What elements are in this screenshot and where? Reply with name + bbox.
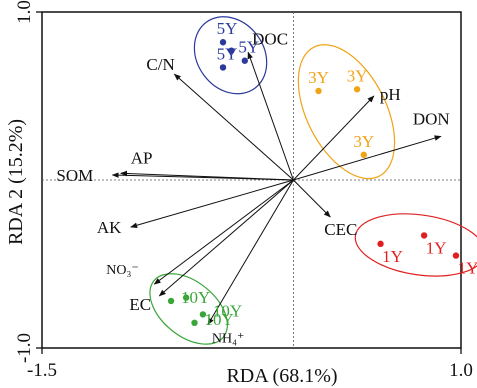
point-label-10y: 10Y (181, 288, 210, 307)
vector-no3 (153, 179, 294, 285)
point-10y (191, 319, 198, 326)
point-1y (377, 240, 384, 248)
point-5y (219, 39, 227, 46)
point-1y (420, 232, 428, 239)
x-tick-label: -1.5 (27, 360, 57, 381)
vector-label-no3: NO₃⁻ (106, 263, 138, 278)
vector-cec (293, 179, 331, 218)
point-label-10y: 10Y (213, 301, 242, 320)
vector-label-som: SOM (56, 166, 93, 185)
point-10y (199, 311, 207, 318)
point-label-3y: 3Y (347, 66, 368, 85)
point-label-3y: 3Y (353, 132, 374, 151)
vector-cn (173, 73, 294, 181)
vector-doc (247, 51, 294, 181)
vector-ph (293, 95, 375, 181)
point-3y (315, 87, 322, 95)
x-axis-title: RDA (68.1%) (226, 365, 337, 387)
y-tick-label: -1.0 (14, 333, 35, 363)
vector-label-ph: pH (380, 85, 401, 104)
vector-ec (158, 179, 294, 297)
point-10y (182, 294, 190, 301)
point-label-1y: 1Y (458, 259, 477, 278)
point-3y (360, 151, 367, 158)
point-label-1y: 1Y (426, 238, 447, 257)
vector-don (293, 135, 442, 181)
vector-som (111, 172, 294, 181)
vector-label-nh4: NH₄⁺ (212, 331, 245, 346)
point-3y (353, 86, 361, 93)
point-label-5y: 5Y (217, 19, 238, 38)
vector-label-cec: CEC (324, 220, 357, 239)
point-label-5y: 5Y (217, 44, 238, 63)
vector-label-don: DON (413, 109, 450, 128)
vector-nh4 (207, 179, 294, 326)
y-axis-title: RDA 2 (15.2%) (5, 119, 27, 245)
point-1y (452, 252, 460, 259)
point-5y (219, 64, 227, 71)
group-ellipse-5y (193, 16, 268, 95)
vector-label-cn: C/N (146, 55, 174, 74)
vector-label-ak: AK (97, 218, 122, 237)
vector-label-ec: EC (129, 295, 151, 314)
point-label-10y: 10Y (205, 310, 234, 329)
group-ellipses (149, 16, 477, 345)
y-tick-label: 1.0 (14, 0, 35, 24)
point-5y (241, 57, 248, 64)
point-10y (167, 297, 175, 305)
vector-ak (130, 179, 294, 228)
point-label-3y: 3Y (308, 68, 329, 87)
vector-label-doc: DOC (252, 29, 288, 48)
group-ellipse-1y (354, 213, 477, 277)
vector-arrows: DOC C/N pH DON AP SOM AK CEC NO₃⁻ EC NH₄⁺ (56, 29, 449, 346)
point-label-1y: 1Y (382, 247, 403, 266)
x-tick-label: 1.0 (449, 360, 473, 381)
group-ellipse-3y (297, 44, 396, 180)
vector-label-ap: AP (131, 148, 153, 167)
point-label-5y: 5Y (238, 38, 259, 57)
axis-ticks: -1.5 1.0 1.0 -1.0 (14, 0, 473, 381)
point-5y (228, 47, 235, 54)
